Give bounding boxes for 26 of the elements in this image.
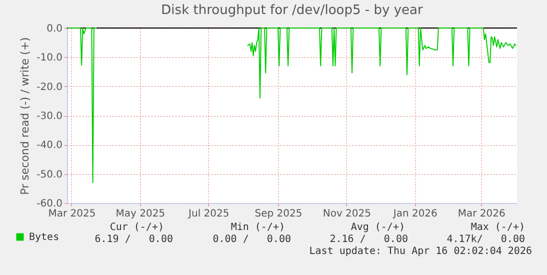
text: Last update: Thu Apr 16 02:02:04 2026	[309, 246, 532, 258]
text: Cur (-/+)	[110, 222, 164, 234]
y-tick-label: -60.0	[36, 198, 62, 210]
text: 0.00 / 0.00	[212, 234, 291, 246]
text: 6.19 / 0.00	[94, 234, 173, 246]
y-tick-label: -50.0	[36, 169, 62, 180]
text: Avg (-/+)	[350, 222, 405, 234]
y-tick-label: -10.0	[36, 52, 62, 64]
y-tick-label: -30.0	[36, 111, 62, 122]
x-tick-label: Mar 2026	[458, 208, 506, 220]
text: 4.17k/ 0.00	[446, 234, 525, 246]
x-tick-label: Mar 2025	[48, 208, 96, 220]
text: Max (-/+)	[470, 222, 525, 234]
x-tick-label: May 2025	[116, 208, 166, 220]
x-tick-label: Nov 2025	[322, 208, 372, 220]
y-tick-label: -20.0	[36, 82, 62, 93]
y-axis-title: Pr second read (-) / write (+)	[18, 37, 32, 195]
y-tick-label: 0.0	[46, 24, 62, 34]
chart-title: Disk throughput for /dev/loop5 - by year	[161, 3, 424, 18]
text: 2.16 / 0.00	[330, 234, 408, 246]
y-tick-label: -40.0	[36, 140, 62, 152]
legend-label: Bytes	[29, 232, 60, 243]
text: Min (-/+)	[230, 222, 285, 234]
x-tick-label: Jul 2025	[188, 208, 230, 220]
x-tick-label: Sep 2025	[254, 208, 302, 220]
x-tick-label: Jan 2026	[392, 208, 438, 220]
